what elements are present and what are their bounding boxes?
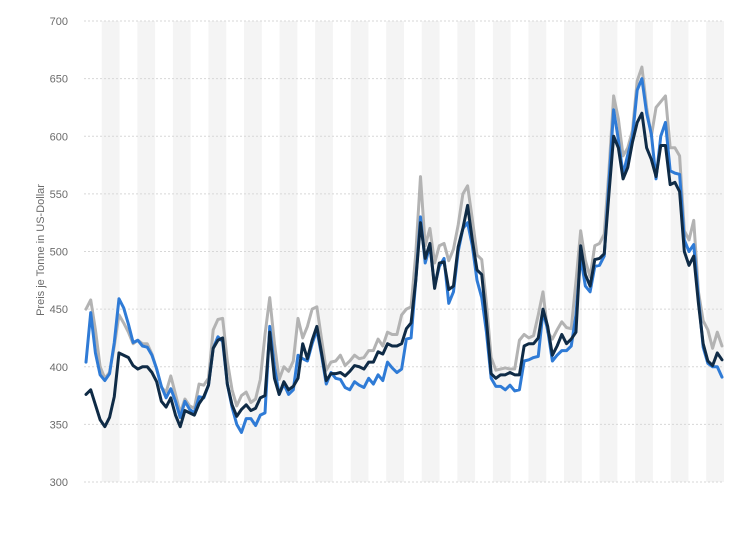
y-tick-label: 650: [50, 74, 68, 86]
y-tick-label: 400: [50, 362, 68, 374]
y-tick-label: 550: [50, 189, 68, 201]
gridlines: [84, 20, 724, 483]
series-line-2: [84, 77, 724, 434]
series-line-3: [84, 111, 724, 429]
series-lines: [84, 65, 724, 434]
y-tick-label: 700: [50, 16, 68, 28]
series-line-1: [84, 65, 724, 415]
y-tick-labels: 300 350 400 450 500 550 600 650 700: [50, 16, 68, 489]
y-tick-label: 500: [50, 247, 68, 259]
y-axis-title: Preis je Tonne in US-Dollar: [35, 184, 47, 316]
y-tick-label: 600: [50, 131, 68, 143]
y-tick-label: 350: [50, 419, 68, 431]
background-band: [101, 21, 120, 482]
y-tick-label: 300: [50, 477, 68, 489]
y-tick-label: 450: [50, 304, 68, 316]
